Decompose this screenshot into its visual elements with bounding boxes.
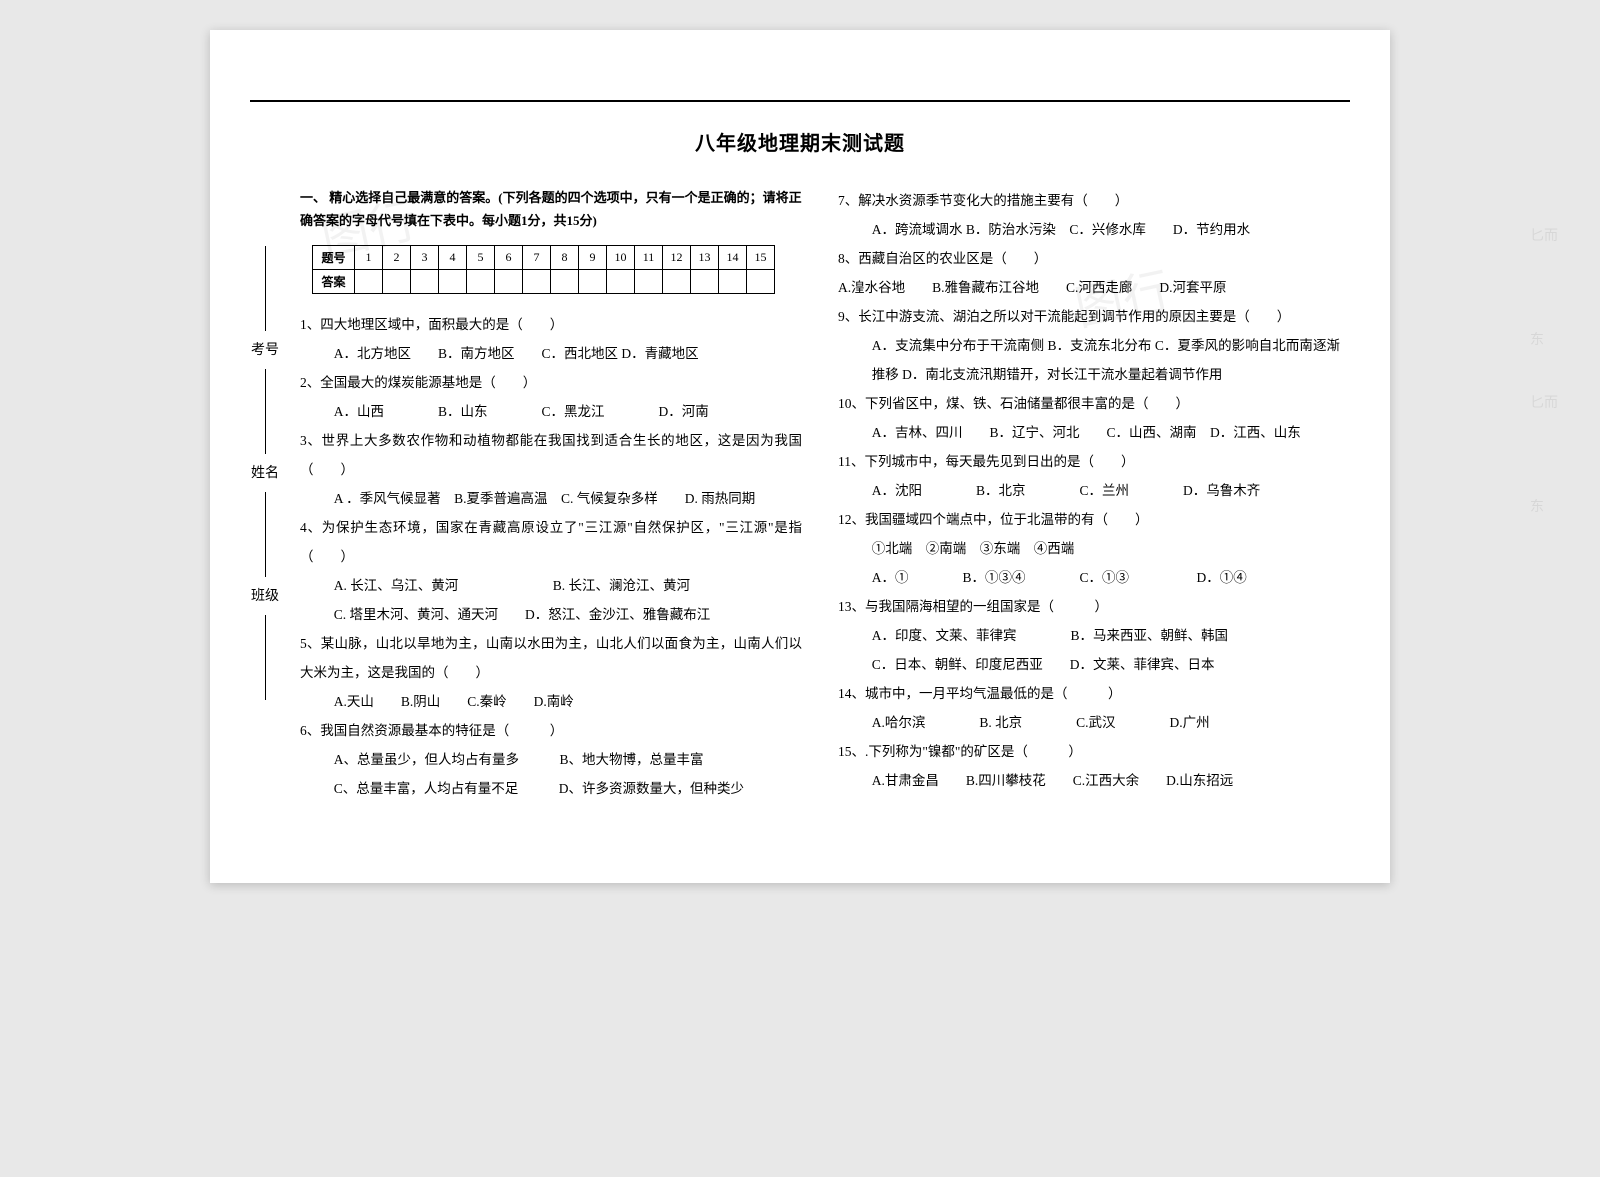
- question-stem: 11、下列城市中，每天最先见到日出的是（ ）: [838, 447, 1340, 476]
- question-options: A、总量虽少，但人均占有量多 B、地大物博，总量丰富: [300, 745, 802, 774]
- question-stem: 3、世界上大多数农作物和动植物都能在我国找到适合生长的地区，这是因为我国（ ）: [300, 426, 802, 484]
- question-options: A.哈尔滨 B. 北京 C.武汉 D.广州: [838, 708, 1340, 737]
- question-options: ①北端 ②南端 ③东端 ④西端: [838, 534, 1340, 563]
- question-options: C. 塔里木河、黄河、通天河 D．怒江、金沙江、雅鲁藏布江: [300, 600, 802, 629]
- question-options: C．日本、朝鲜、印度尼西亚 D．文莱、菲律宾、日本: [838, 650, 1340, 679]
- question-stem: 7、解决水资源季节变化大的措施主要有（ ）: [838, 186, 1340, 215]
- binding-labels: 考号 姓名 班级: [250, 246, 280, 708]
- question-options: A．① B．①③④ C．①③ D．①④: [838, 563, 1340, 592]
- answer-cell[interactable]: [467, 269, 495, 293]
- class-label: 班级: [250, 585, 280, 605]
- question-stem: 14、城市中，一月平均气温最低的是（ ）: [838, 679, 1340, 708]
- question-options: A．印度、文莱、菲律宾 B．马来西亚、朝鲜、韩国: [838, 621, 1340, 650]
- question-options: A．支流集中分布于干流南侧 B．支流东北分布 C．夏季风的影响自北而南逐渐推移 …: [838, 331, 1340, 389]
- question-stem: 5、某山脉，山北以旱地为主，山南以水田为主，山北人们以面食为主，山南人们以大米为…: [300, 629, 802, 687]
- background-overflow-text: 匕而 东 匕而 东: [1530, 60, 1590, 524]
- top-rule: [250, 100, 1350, 102]
- question-options: A. 长江、乌江、黄河 B. 长江、澜沧江、黄河: [300, 571, 802, 600]
- question-options: A．跨流域调水 B．防治水污染 C．兴修水库 D．节约用水: [838, 215, 1340, 244]
- cell: 9: [579, 245, 607, 269]
- cell: 6: [495, 245, 523, 269]
- section-instructions: 一、 精心选择自己最满意的答案。(下列各题的四个选项中，只有一个是正确的；请将正…: [300, 186, 802, 233]
- question-options: A．山西 B．山东 C．黑龙江 D．河南: [300, 397, 802, 426]
- answer-cell[interactable]: [691, 269, 719, 293]
- bg-text: 东: [1530, 491, 1590, 525]
- answer-cell[interactable]: [439, 269, 467, 293]
- left-questions: 1、四大地理区域中，面积最大的是（ ）A．北方地区 B．南方地区 C．西北地区 …: [300, 310, 802, 803]
- question-options: A.天山 B.阴山 C.秦岭 D.南岭: [300, 687, 802, 716]
- page-title: 八年级地理期末测试题: [250, 127, 1350, 156]
- question-options: A.甘肃金昌 B.四川攀枝花 C.江西大余 D.山东招远: [838, 766, 1340, 795]
- cell: 11: [635, 245, 663, 269]
- cell: 8: [551, 245, 579, 269]
- bg-text: 东: [1530, 324, 1590, 358]
- answer-cell[interactable]: [551, 269, 579, 293]
- bg-text: 匕而: [1530, 220, 1590, 254]
- answer-cell[interactable]: [383, 269, 411, 293]
- left-column: 考号 姓名 班级 一、 精心选择自己最满意的答案。(下列各题的四个选项中，只有一…: [250, 186, 802, 803]
- question-options: A．北方地区 B．南方地区 C．西北地区 D．青藏地区: [300, 339, 802, 368]
- answer-cell[interactable]: [719, 269, 747, 293]
- question-stem: 4、为保护生态环境，国家在青藏高原设立了"三江源"自然保护区，"三江源"是指（ …: [300, 513, 802, 571]
- question-stem: 1、四大地理区域中，面积最大的是（ ）: [300, 310, 802, 339]
- question-stem: 2、全国最大的煤炭能源基地是（ ）: [300, 368, 802, 397]
- answer-cell[interactable]: [411, 269, 439, 293]
- cell: 4: [439, 245, 467, 269]
- question-stem: 9、长江中游支流、湖泊之所以对干流能起到调节作用的原因主要是（ ）: [838, 302, 1340, 331]
- question-stem: 8、西藏自治区的农业区是（ ）: [838, 244, 1340, 273]
- answer-cell[interactable]: [523, 269, 551, 293]
- question-stem: 15、.下列称为"镍都"的矿区是（ ）: [838, 737, 1340, 766]
- answer-cell[interactable]: [495, 269, 523, 293]
- question-stem: 13、与我国隔海相望的一组国家是（ ）: [838, 592, 1340, 621]
- answer-cell[interactable]: [747, 269, 775, 293]
- row-label: 答案: [313, 269, 355, 293]
- cell: 3: [411, 245, 439, 269]
- question-options: A．吉林、四川 B．辽宁、河北 C．山西、湖南 D．江西、山东: [838, 418, 1340, 447]
- name-label: 姓名: [250, 462, 280, 482]
- cell: 10: [607, 245, 635, 269]
- question-options: A.湟水谷地 B.雅鲁藏布江谷地 C.河西走廊 D.河套平原: [838, 273, 1340, 302]
- cell: 5: [467, 245, 495, 269]
- answer-grid: 题号 1 2 3 4 5 6 7 8 9 10 11 12 13 14 15: [312, 245, 775, 294]
- question-options: A ．季风气候显著 B.夏季普遍高温 C. 气候复杂多样 D. 雨热同期: [300, 484, 802, 513]
- question-options: A．沈阳 B．北京 C．兰州 D．乌鲁木齐: [838, 476, 1340, 505]
- exam-no-label: 考号: [250, 339, 280, 359]
- answer-cell[interactable]: [355, 269, 383, 293]
- right-questions: 7、解决水资源季节变化大的措施主要有（ ）A．跨流域调水 B．防治水污染 C．兴…: [838, 186, 1340, 795]
- table-row: 题号 1 2 3 4 5 6 7 8 9 10 11 12 13 14 15: [313, 245, 775, 269]
- bg-text: 匕而: [1530, 387, 1590, 421]
- exam-page: 图行 图行 八年级地理期末测试题 考号 姓名 班级 一、 精心选择自己最满意的答…: [210, 30, 1390, 883]
- two-column-layout: 考号 姓名 班级 一、 精心选择自己最满意的答案。(下列各题的四个选项中，只有一…: [250, 186, 1350, 803]
- question-options: C、总量丰富，人均占有量不足 D、许多资源数量大，但种类少: [300, 774, 802, 803]
- cell: 15: [747, 245, 775, 269]
- cell: 14: [719, 245, 747, 269]
- right-column: 7、解决水资源季节变化大的措施主要有（ ）A．跨流域调水 B．防治水污染 C．兴…: [838, 186, 1350, 803]
- answer-cell[interactable]: [579, 269, 607, 293]
- cell: 13: [691, 245, 719, 269]
- question-stem: 10、下列省区中，煤、铁、石油储量都很丰富的是（ ）: [838, 389, 1340, 418]
- question-stem: 12、我国疆域四个端点中，位于北温带的有（ ）: [838, 505, 1340, 534]
- answer-cell[interactable]: [635, 269, 663, 293]
- answer-cell[interactable]: [663, 269, 691, 293]
- row-label: 题号: [313, 245, 355, 269]
- cell: 7: [523, 245, 551, 269]
- table-row: 答案: [313, 269, 775, 293]
- answer-cell[interactable]: [607, 269, 635, 293]
- question-stem: 6、我国自然资源最基本的特征是（ ）: [300, 716, 802, 745]
- cell: 12: [663, 245, 691, 269]
- cell: 1: [355, 245, 383, 269]
- cell: 2: [383, 245, 411, 269]
